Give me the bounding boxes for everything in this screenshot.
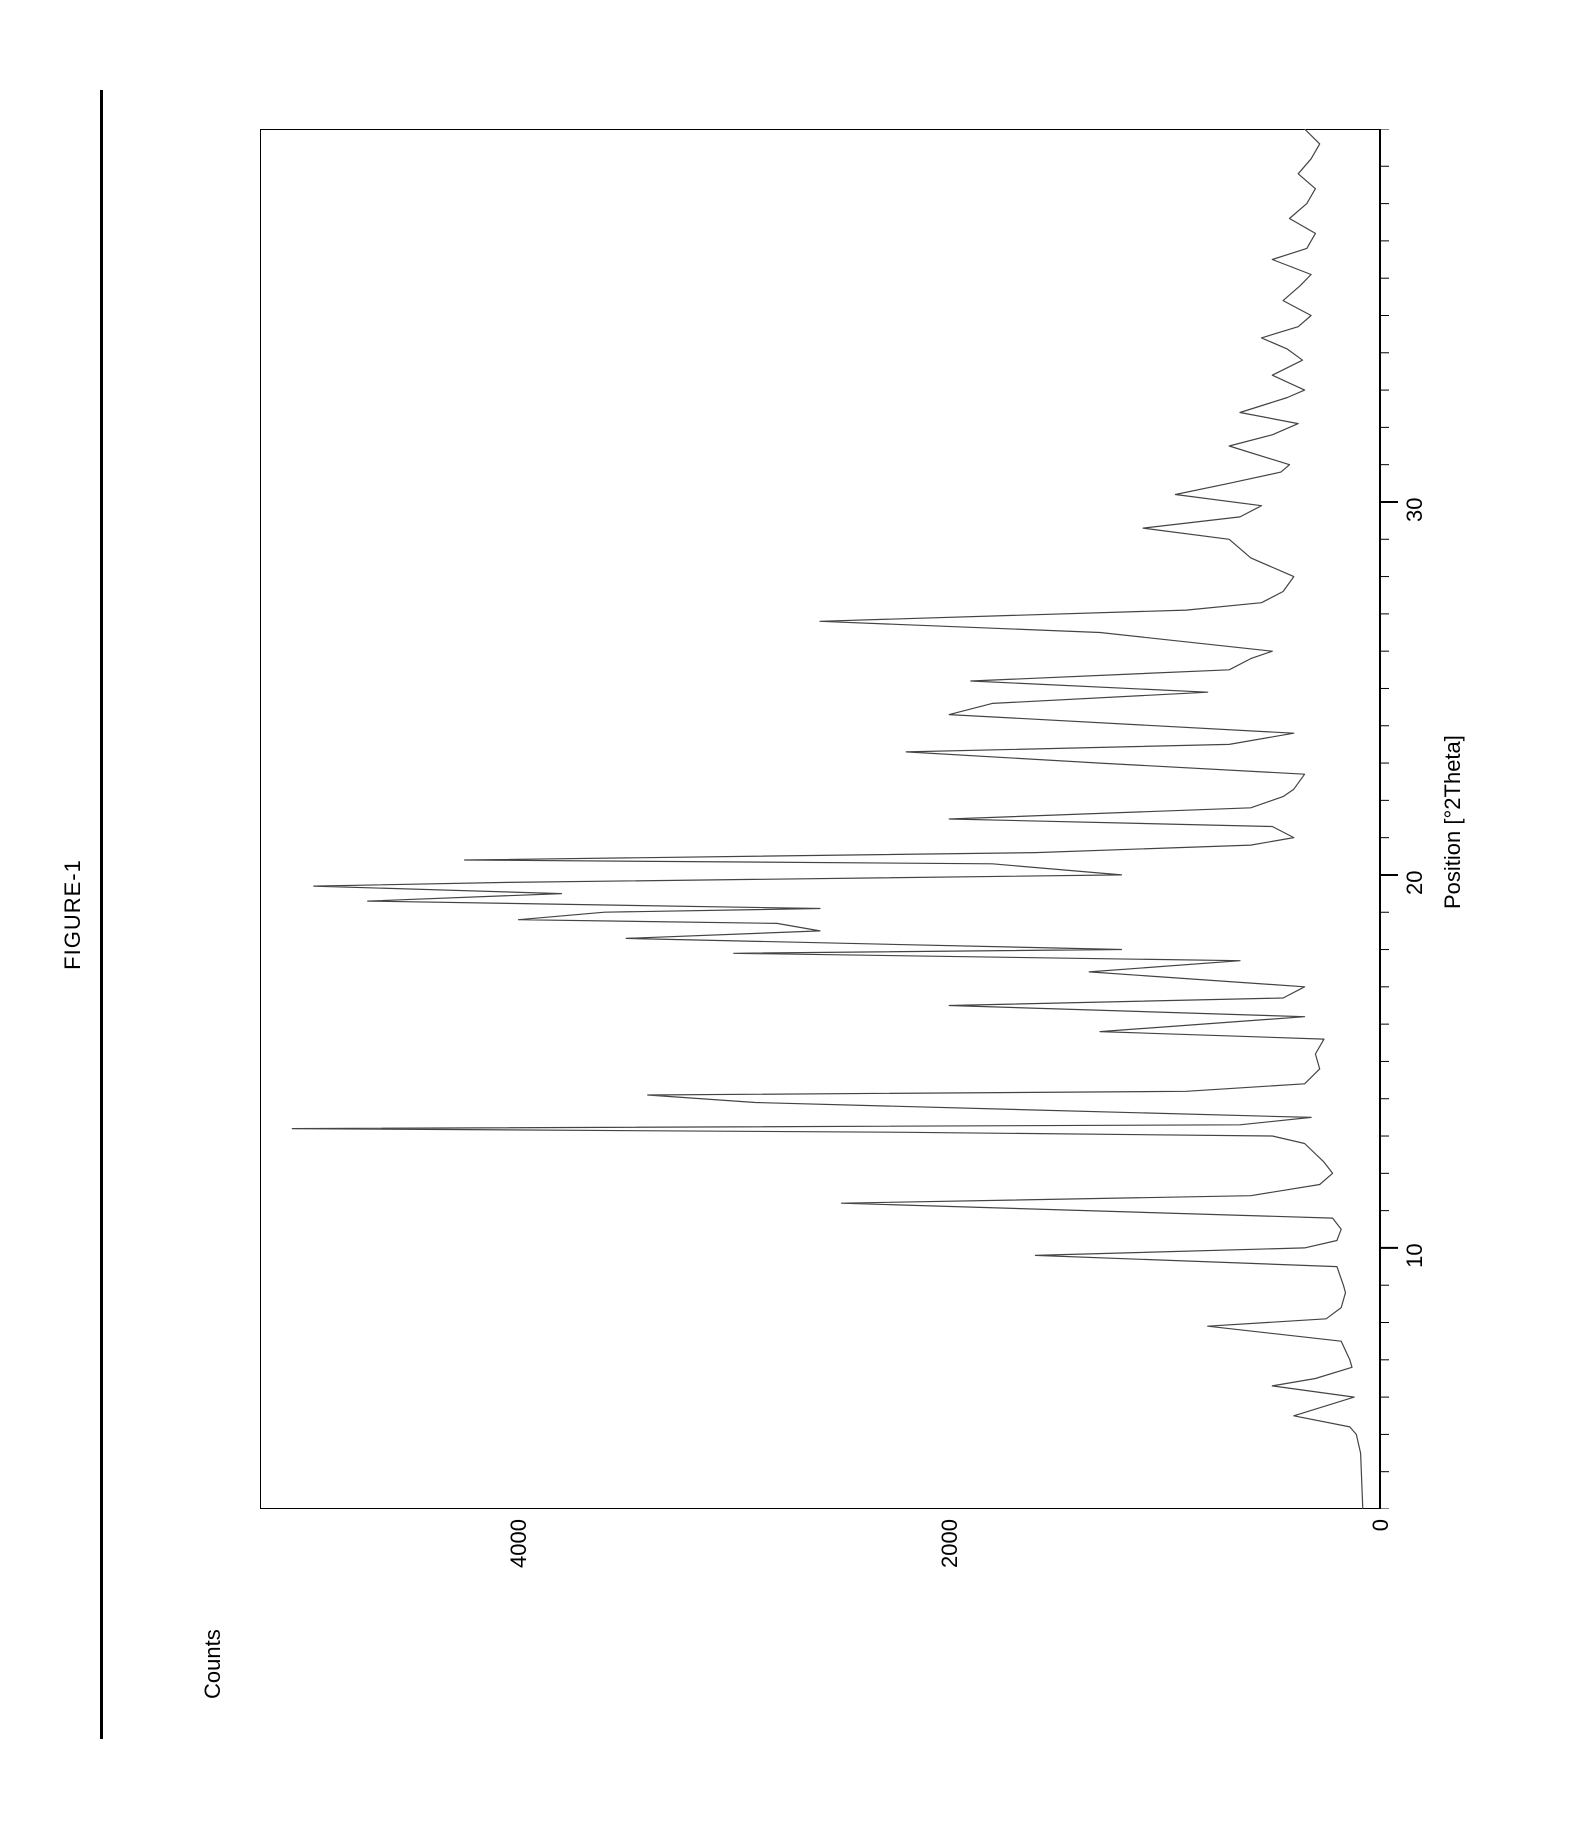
y-tick-label: 4000 — [506, 1519, 532, 1599]
x-tick-label: 30 — [1402, 498, 1428, 522]
y-tick-label: 0 — [1368, 1519, 1394, 1599]
xrd-plot — [260, 129, 1460, 1509]
y-tick-label: 2000 — [937, 1519, 963, 1599]
x-tick-label: 10 — [1402, 1243, 1428, 1267]
x-tick-label: 20 — [1402, 870, 1428, 894]
figure-title: FIGURE-1 — [60, 0, 86, 1829]
y-axis-label: Counts — [200, 1629, 226, 1699]
figure-divider — [100, 90, 103, 1739]
